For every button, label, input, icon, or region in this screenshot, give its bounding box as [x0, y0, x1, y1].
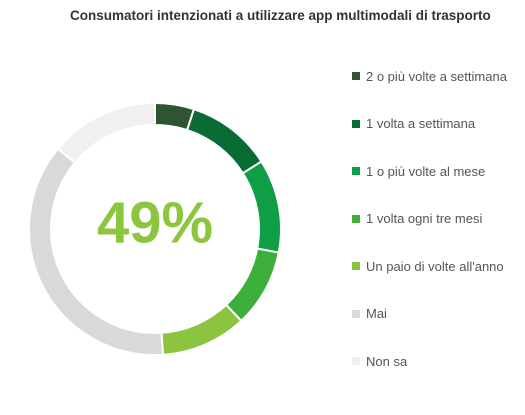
center-percentage-label: 49%	[97, 190, 213, 255]
legend-swatch	[352, 214, 360, 223]
legend-label: 1 volta ogni tre mesi	[366, 211, 483, 226]
legend-swatch	[352, 357, 360, 365]
legend-label: 1 volta a settimana	[366, 116, 476, 131]
legend-item: 2 o più volte a settimana	[352, 66, 507, 86]
legend-item: 1 volta ogni tre mesi	[352, 209, 482, 229]
donut-slice-5	[160, 303, 243, 356]
legend-item: 1 volta a settimana	[352, 114, 475, 134]
legend-swatch	[352, 119, 360, 128]
legend-item: Un paio di volte all'anno	[352, 256, 504, 276]
legend-label: 1 o più volte al mese	[366, 163, 486, 179]
donut-slice-7	[56, 101, 156, 165]
legend-item: 1 o più volte al mese	[352, 161, 485, 181]
legend-item: Mai	[352, 304, 387, 324]
legend-label: Mai	[366, 306, 387, 321]
chart-title: Consumatori intenzionati a utilizzare ap…	[70, 8, 491, 23]
legend-swatch	[352, 262, 360, 270]
legend-swatch	[352, 72, 360, 80]
donut-slice-4	[224, 247, 280, 323]
legend-label: Non sa	[366, 353, 408, 369]
legend-item: Non sa	[352, 351, 407, 371]
legend-swatch	[352, 309, 360, 318]
legend-swatch	[352, 167, 360, 175]
legend-label: 2 o più volte a settimana	[366, 68, 507, 84]
donut-slice-2	[185, 107, 263, 175]
legend-label: Un paio di volte all'anno	[366, 258, 504, 274]
donut-slice-3	[241, 160, 282, 254]
